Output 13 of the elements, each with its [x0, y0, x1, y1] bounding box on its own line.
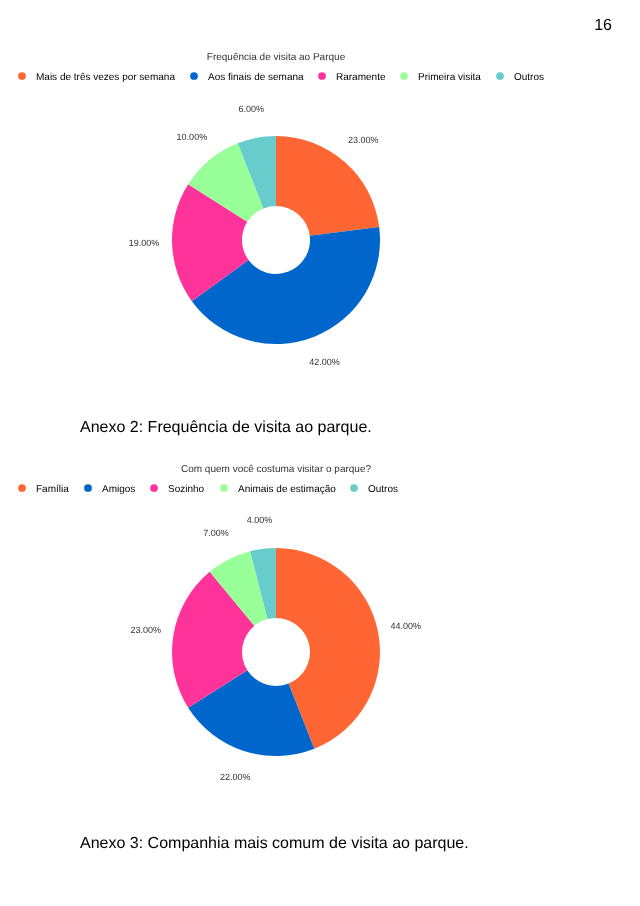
donut-slice: [250, 548, 276, 620]
donut-slice: [172, 184, 249, 302]
donut-slice: [191, 226, 380, 344]
donut-slice: [172, 571, 255, 708]
text: Anexo 2: Frequência de visita ao parque.: [80, 418, 374, 436]
text: Anexo 3: Companhia mais comum de visita ao parque.: [80, 834, 471, 852]
donut-slice: [188, 143, 264, 222]
donut-slice: [188, 670, 315, 756]
donut-slice: [237, 136, 276, 209]
donut-slice: [209, 551, 268, 626]
donut-slice: [276, 136, 380, 236]
donut-slice: [276, 548, 380, 749]
text: 16: [594, 16, 612, 34]
